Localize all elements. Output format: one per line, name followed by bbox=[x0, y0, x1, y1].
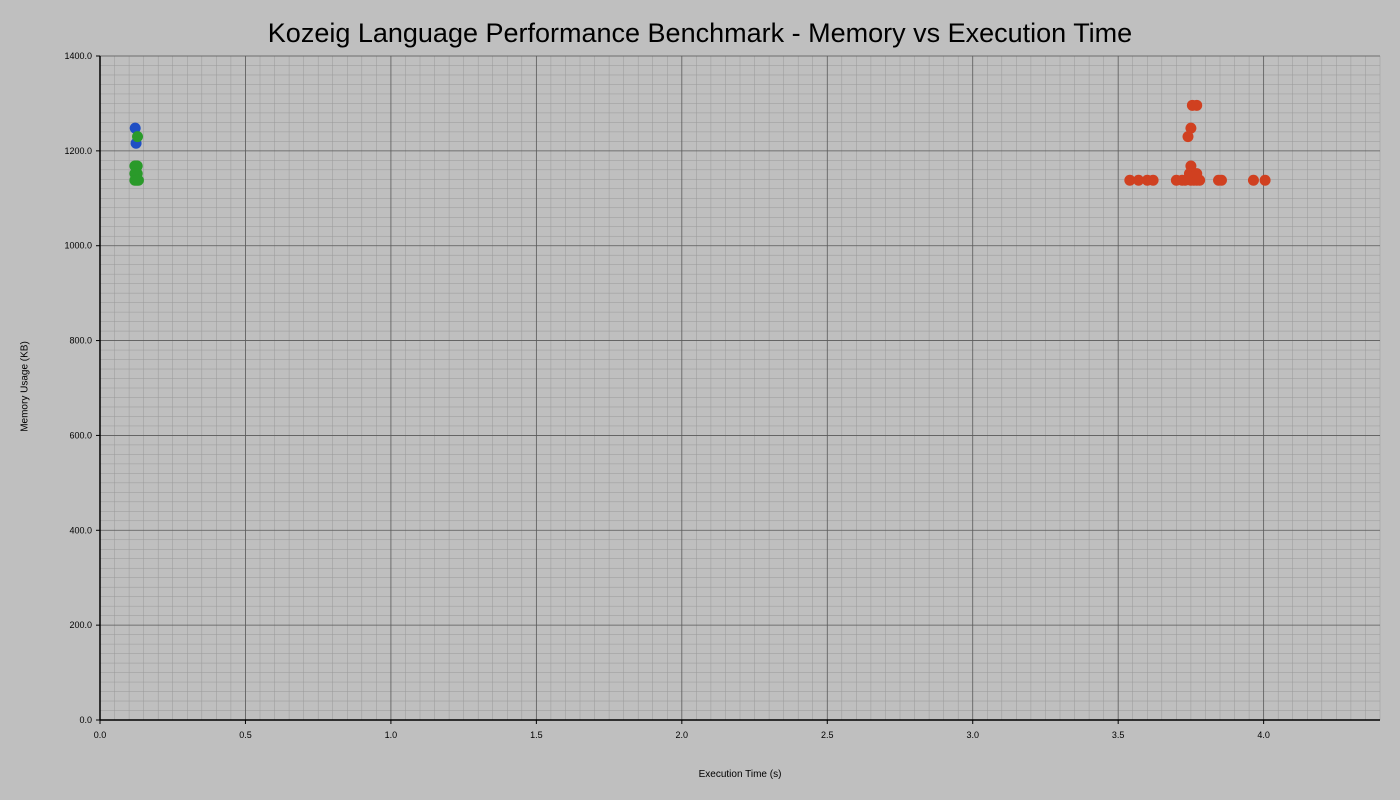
data-point bbox=[1247, 174, 1259, 186]
y-tick-label: 200.0 bbox=[69, 620, 92, 630]
data-point bbox=[129, 122, 141, 134]
y-tick-label: 0.0 bbox=[79, 715, 92, 725]
y-tick-label: 1200.0 bbox=[64, 146, 92, 156]
y-tick-label: 1400.0 bbox=[64, 51, 92, 61]
chart-title: Kozeig Language Performance Benchmark - … bbox=[267, 18, 1133, 48]
data-point bbox=[1133, 174, 1145, 186]
data-point bbox=[1259, 174, 1271, 186]
data-point bbox=[1185, 122, 1197, 134]
data-point bbox=[1191, 168, 1203, 180]
x-tick-label: 2.0 bbox=[676, 730, 689, 740]
y-tick-label: 1000.0 bbox=[64, 241, 92, 251]
x-tick-label: 2.5 bbox=[821, 730, 834, 740]
data-point bbox=[1191, 99, 1203, 111]
data-point bbox=[1147, 174, 1159, 186]
x-tick-label: 4.0 bbox=[1257, 730, 1270, 740]
x-tick-label: 0.5 bbox=[239, 730, 252, 740]
x-tick-label: 3.0 bbox=[966, 730, 979, 740]
data-point bbox=[132, 131, 144, 143]
data-point bbox=[1185, 160, 1197, 172]
data-point bbox=[1182, 131, 1194, 143]
y-tick-label: 600.0 bbox=[69, 430, 92, 440]
x-axis-label: Execution Time (s) bbox=[698, 769, 782, 780]
y-tick-label: 800.0 bbox=[69, 336, 92, 346]
x-tick-label: 1.0 bbox=[385, 730, 398, 740]
x-tick-label: 3.5 bbox=[1112, 730, 1125, 740]
x-tick-label: 1.5 bbox=[530, 730, 543, 740]
y-axis-label: Memory Usage (KB) bbox=[19, 341, 31, 432]
data-point bbox=[1215, 174, 1227, 186]
data-point bbox=[132, 174, 144, 186]
data-point bbox=[1124, 174, 1136, 186]
y-tick-label: 400.0 bbox=[69, 525, 92, 535]
x-tick-label: 0.0 bbox=[94, 730, 107, 740]
